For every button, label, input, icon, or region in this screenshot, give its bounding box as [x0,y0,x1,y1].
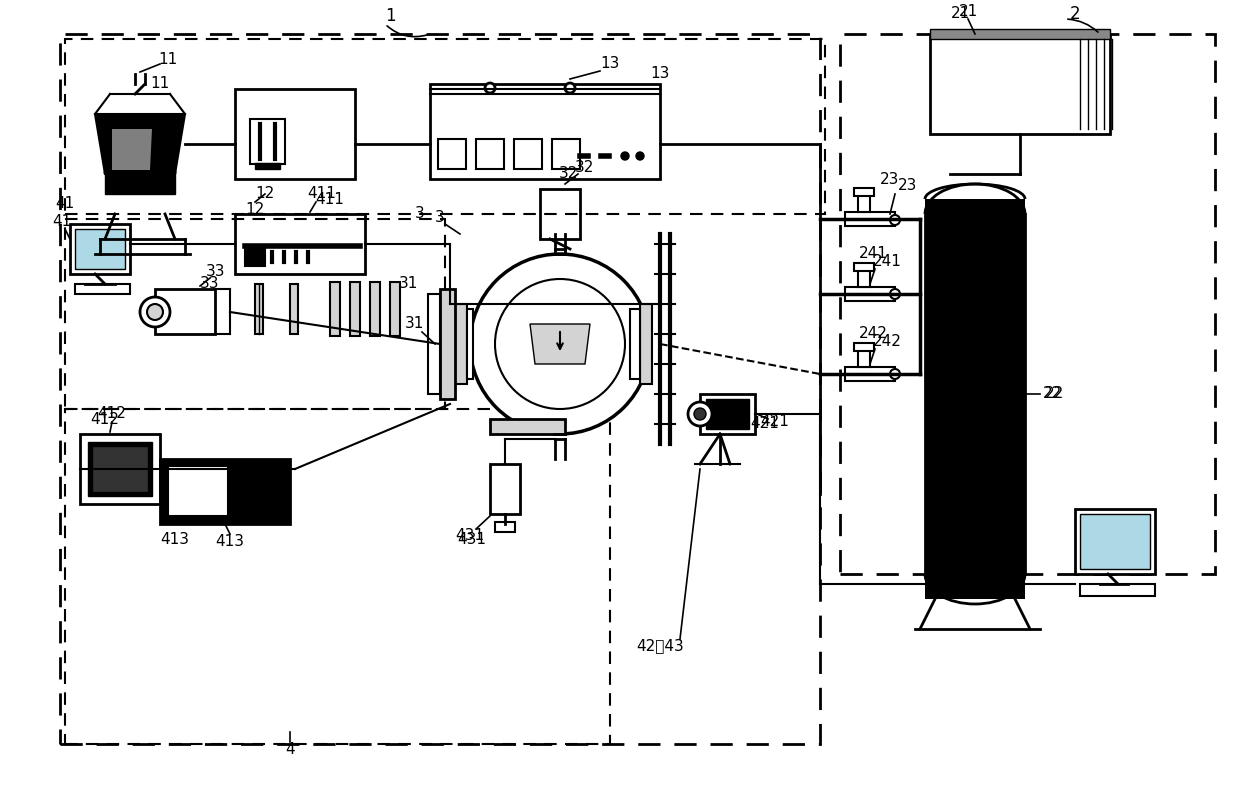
Text: 11: 11 [150,76,170,91]
FancyBboxPatch shape [246,246,265,266]
Text: 411: 411 [308,187,336,202]
FancyBboxPatch shape [255,163,280,169]
Polygon shape [925,214,1025,574]
Text: 412: 412 [98,407,126,422]
Text: 12: 12 [246,202,264,217]
Polygon shape [105,169,175,194]
Polygon shape [112,129,153,170]
Circle shape [485,83,495,93]
Text: 3: 3 [415,206,425,222]
Text: 2: 2 [1070,5,1080,23]
Text: 31: 31 [405,317,424,332]
Text: 33: 33 [206,264,226,279]
Text: 242: 242 [858,326,888,341]
Text: 32: 32 [558,167,578,182]
FancyBboxPatch shape [854,263,874,271]
Circle shape [636,152,644,160]
FancyBboxPatch shape [640,304,652,384]
FancyBboxPatch shape [854,343,874,351]
FancyBboxPatch shape [490,419,565,434]
FancyBboxPatch shape [167,466,228,516]
Circle shape [890,289,900,299]
Text: 431: 431 [455,529,485,544]
FancyBboxPatch shape [858,349,870,367]
Circle shape [621,152,629,160]
Text: 242: 242 [873,334,901,349]
Text: 21: 21 [950,6,970,21]
Text: 23: 23 [898,179,918,194]
Text: 23: 23 [880,172,900,187]
FancyBboxPatch shape [858,194,870,212]
FancyBboxPatch shape [844,287,895,301]
FancyBboxPatch shape [391,282,401,336]
Text: 421: 421 [750,417,780,431]
FancyBboxPatch shape [706,399,749,429]
Circle shape [565,83,575,93]
Circle shape [694,408,706,420]
Text: 411: 411 [315,191,345,206]
FancyBboxPatch shape [370,282,379,336]
Text: 11: 11 [159,52,177,67]
FancyBboxPatch shape [255,284,263,334]
FancyBboxPatch shape [844,367,895,381]
Text: 3: 3 [435,210,445,225]
Polygon shape [529,324,590,364]
Text: 13: 13 [650,67,670,82]
Text: 4: 4 [285,742,295,757]
FancyBboxPatch shape [930,29,1110,39]
Polygon shape [925,199,1025,214]
FancyBboxPatch shape [858,269,870,287]
FancyBboxPatch shape [854,188,874,196]
Circle shape [688,402,712,426]
Text: 431: 431 [458,531,486,546]
Text: 413: 413 [216,534,244,549]
Text: 413: 413 [160,531,190,546]
FancyBboxPatch shape [88,442,153,496]
Circle shape [470,254,650,434]
FancyBboxPatch shape [160,459,290,524]
Circle shape [890,215,900,225]
Text: 412: 412 [91,411,119,426]
Text: 22: 22 [1043,387,1061,402]
Text: 31: 31 [398,276,418,291]
FancyBboxPatch shape [428,294,440,394]
Polygon shape [102,116,179,172]
FancyBboxPatch shape [844,212,895,226]
Text: 21: 21 [959,3,977,18]
Text: 32: 32 [575,160,595,175]
Text: 22: 22 [1045,387,1065,402]
FancyBboxPatch shape [350,282,360,336]
Text: 41: 41 [56,196,74,211]
Text: 241: 241 [858,246,888,261]
FancyBboxPatch shape [290,284,298,334]
Text: 12: 12 [255,187,274,202]
FancyBboxPatch shape [69,224,130,274]
Circle shape [148,304,162,320]
FancyBboxPatch shape [630,309,640,379]
Text: 13: 13 [600,56,620,71]
FancyBboxPatch shape [74,229,125,269]
Text: 33: 33 [200,276,219,291]
Polygon shape [925,574,1025,599]
FancyBboxPatch shape [467,309,472,379]
Circle shape [495,279,625,409]
FancyBboxPatch shape [92,446,148,492]
FancyBboxPatch shape [1080,514,1149,569]
Text: 421: 421 [760,414,790,429]
Circle shape [890,369,900,379]
Text: 41: 41 [52,214,72,229]
Text: 1: 1 [384,7,396,25]
Text: 241: 241 [873,253,901,268]
FancyBboxPatch shape [440,289,455,399]
Polygon shape [95,114,185,174]
FancyBboxPatch shape [455,304,467,384]
Text: 42、43: 42、43 [636,638,684,653]
Circle shape [140,297,170,327]
FancyBboxPatch shape [330,282,340,336]
FancyBboxPatch shape [1075,509,1154,574]
